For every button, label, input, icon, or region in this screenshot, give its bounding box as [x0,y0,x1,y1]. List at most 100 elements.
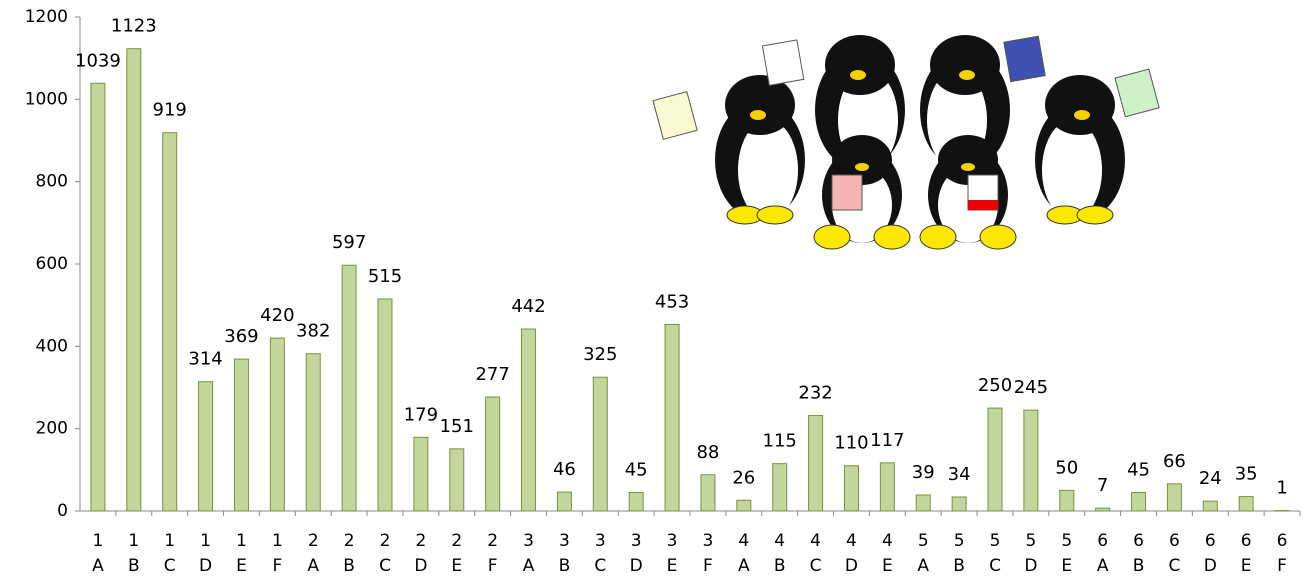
x-tick-label: D [845,556,858,576]
value-label: 151 [440,416,474,437]
value-label: 420 [260,305,294,326]
bar [1203,501,1217,511]
x-tick-label: E [667,556,678,576]
bar [486,397,500,511]
x-tick-label: F [703,556,713,576]
value-label: 442 [511,296,545,317]
bar [414,437,428,511]
value-label: 34 [948,464,971,485]
bar [234,359,248,511]
value-label: 1123 [111,16,157,37]
x-tick-label: B [1133,556,1145,576]
x-tick-label: 3 [631,531,642,551]
value-label: 1 [1276,478,1287,499]
penguin-illustration [653,35,1159,249]
x-tick-label: 1 [128,531,139,551]
bar [342,265,356,511]
x-tick-label: F [272,556,282,576]
x-tick-label: E [882,556,893,576]
x-tick-label: 6 [1133,531,1144,551]
x-tick-label: 4 [738,531,749,551]
bar [988,408,1002,511]
bar [1024,410,1038,511]
x-tick-label: 1 [272,531,283,551]
x-tick-label: 4 [882,531,893,551]
bar [378,299,392,511]
y-tick-label: 600 [36,254,68,274]
bar [91,83,105,511]
bar [916,495,930,511]
x-tick-label: F [1277,556,1287,576]
x-tick-label: A [307,556,319,576]
bar [163,133,177,511]
x-tick-label: 6 [1169,531,1180,551]
bar [127,49,141,511]
x-tick-label: C [379,556,391,576]
x-tick-label: 4 [774,531,785,551]
value-label: 369 [224,326,258,347]
value-label: 46 [553,459,576,480]
bar [557,492,571,511]
x-tick-label: A [92,556,104,576]
y-tick-label: 400 [36,336,68,356]
value-label: 382 [296,321,330,342]
value-label: 919 [153,100,187,121]
x-tick-label: C [594,556,606,576]
x-tick-label: C [989,556,1001,576]
x-tick-label: E [451,556,462,576]
value-label: 110 [834,433,868,454]
x-tick-label: C [810,556,822,576]
bar [1167,484,1181,511]
value-label: 325 [583,344,617,365]
x-tick-label: F [488,556,498,576]
x-tick-label: 5 [1061,531,1072,551]
x-tick-label: 2 [487,531,498,551]
x-tick-label: 1 [200,531,211,551]
x-tick-label: B [128,556,140,576]
x-tick-label: E [236,556,247,576]
bar [809,415,823,511]
value-label: 66 [1163,451,1186,472]
x-tick-label: D [414,556,427,576]
x-tick-label: B [343,556,355,576]
x-tick-label: D [1204,556,1217,576]
x-tick-label: 4 [810,531,821,551]
value-label: 314 [188,349,222,370]
x-tick-label: 1 [164,531,175,551]
value-label: 453 [655,292,689,313]
value-label: 7 [1097,475,1108,496]
bar [629,492,643,511]
value-label: 250 [978,375,1012,396]
value-label: 245 [1014,377,1048,398]
value-label: 88 [696,442,719,463]
x-tick-label: 5 [990,531,1001,551]
bar [1096,508,1110,511]
x-tick-label: B [559,556,571,576]
bar [665,325,679,511]
x-tick-label: 1 [236,531,247,551]
x-tick-label: A [917,556,929,576]
y-tick-label: 1000 [25,89,68,109]
bar [952,497,966,511]
x-tick-label: E [1061,556,1072,576]
bar [737,500,751,511]
value-label: 115 [763,431,797,452]
value-label: 232 [798,382,832,403]
x-tick-label: 3 [559,531,570,551]
x-tick-label: B [953,556,965,576]
value-label: 515 [368,266,402,287]
bar [1132,492,1146,511]
x-tick-label: D [199,556,212,576]
x-tick-label: A [1097,556,1109,576]
value-label: 179 [404,404,438,425]
x-tick-label: E [1241,556,1252,576]
bar [701,475,715,511]
value-label: 1039 [75,50,121,71]
x-tick-label: B [774,556,786,576]
x-tick-label: 3 [523,531,534,551]
y-tick-label: 800 [36,172,68,192]
x-tick-label: D [1024,556,1037,576]
x-tick-label: 2 [451,531,462,551]
x-tick-label: 5 [1025,531,1036,551]
x-tick-label: D [630,556,643,576]
